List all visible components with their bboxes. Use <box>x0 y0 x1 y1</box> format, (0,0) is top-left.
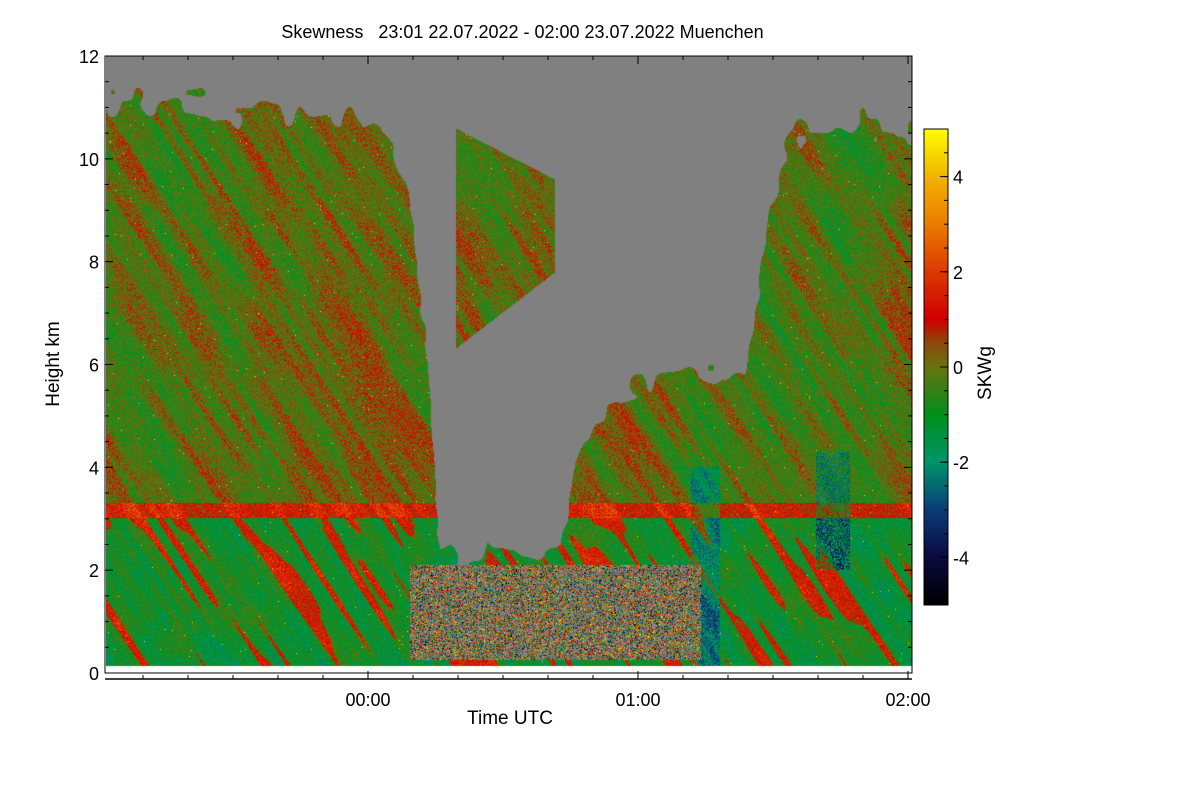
y-tick-label: 8 <box>89 253 99 273</box>
x-tick-label: 01:00 <box>615 690 660 710</box>
colorbar-tick-label: 4 <box>953 168 963 188</box>
colorbar-tick-label: -2 <box>953 453 969 473</box>
y-tick-label: 0 <box>89 664 99 684</box>
chart-title: Skewness 23:01 22.07.2022 - 02:00 23.07.… <box>281 22 764 42</box>
heatmap-image <box>106 56 912 672</box>
y-axis-label: Height km <box>43 321 64 407</box>
y-tick-label: 2 <box>89 561 99 581</box>
y-tick-label: 4 <box>89 458 99 478</box>
colorbar-tick-label: -4 <box>953 548 969 568</box>
y-tick-label: 6 <box>89 356 99 376</box>
x-tick-label: 00:00 <box>345 690 390 710</box>
colorbar-tick-label: 2 <box>953 263 963 283</box>
x-axis-label: Time UTC <box>467 708 553 729</box>
x-tick-label: 02:00 <box>885 690 930 710</box>
colorbar-tick-label: 0 <box>953 358 963 378</box>
y-tick-label: 12 <box>79 47 99 67</box>
y-tick-label: 10 <box>79 150 99 170</box>
colorbar-label: SKWg <box>975 346 996 400</box>
plot-frame <box>104 55 913 674</box>
